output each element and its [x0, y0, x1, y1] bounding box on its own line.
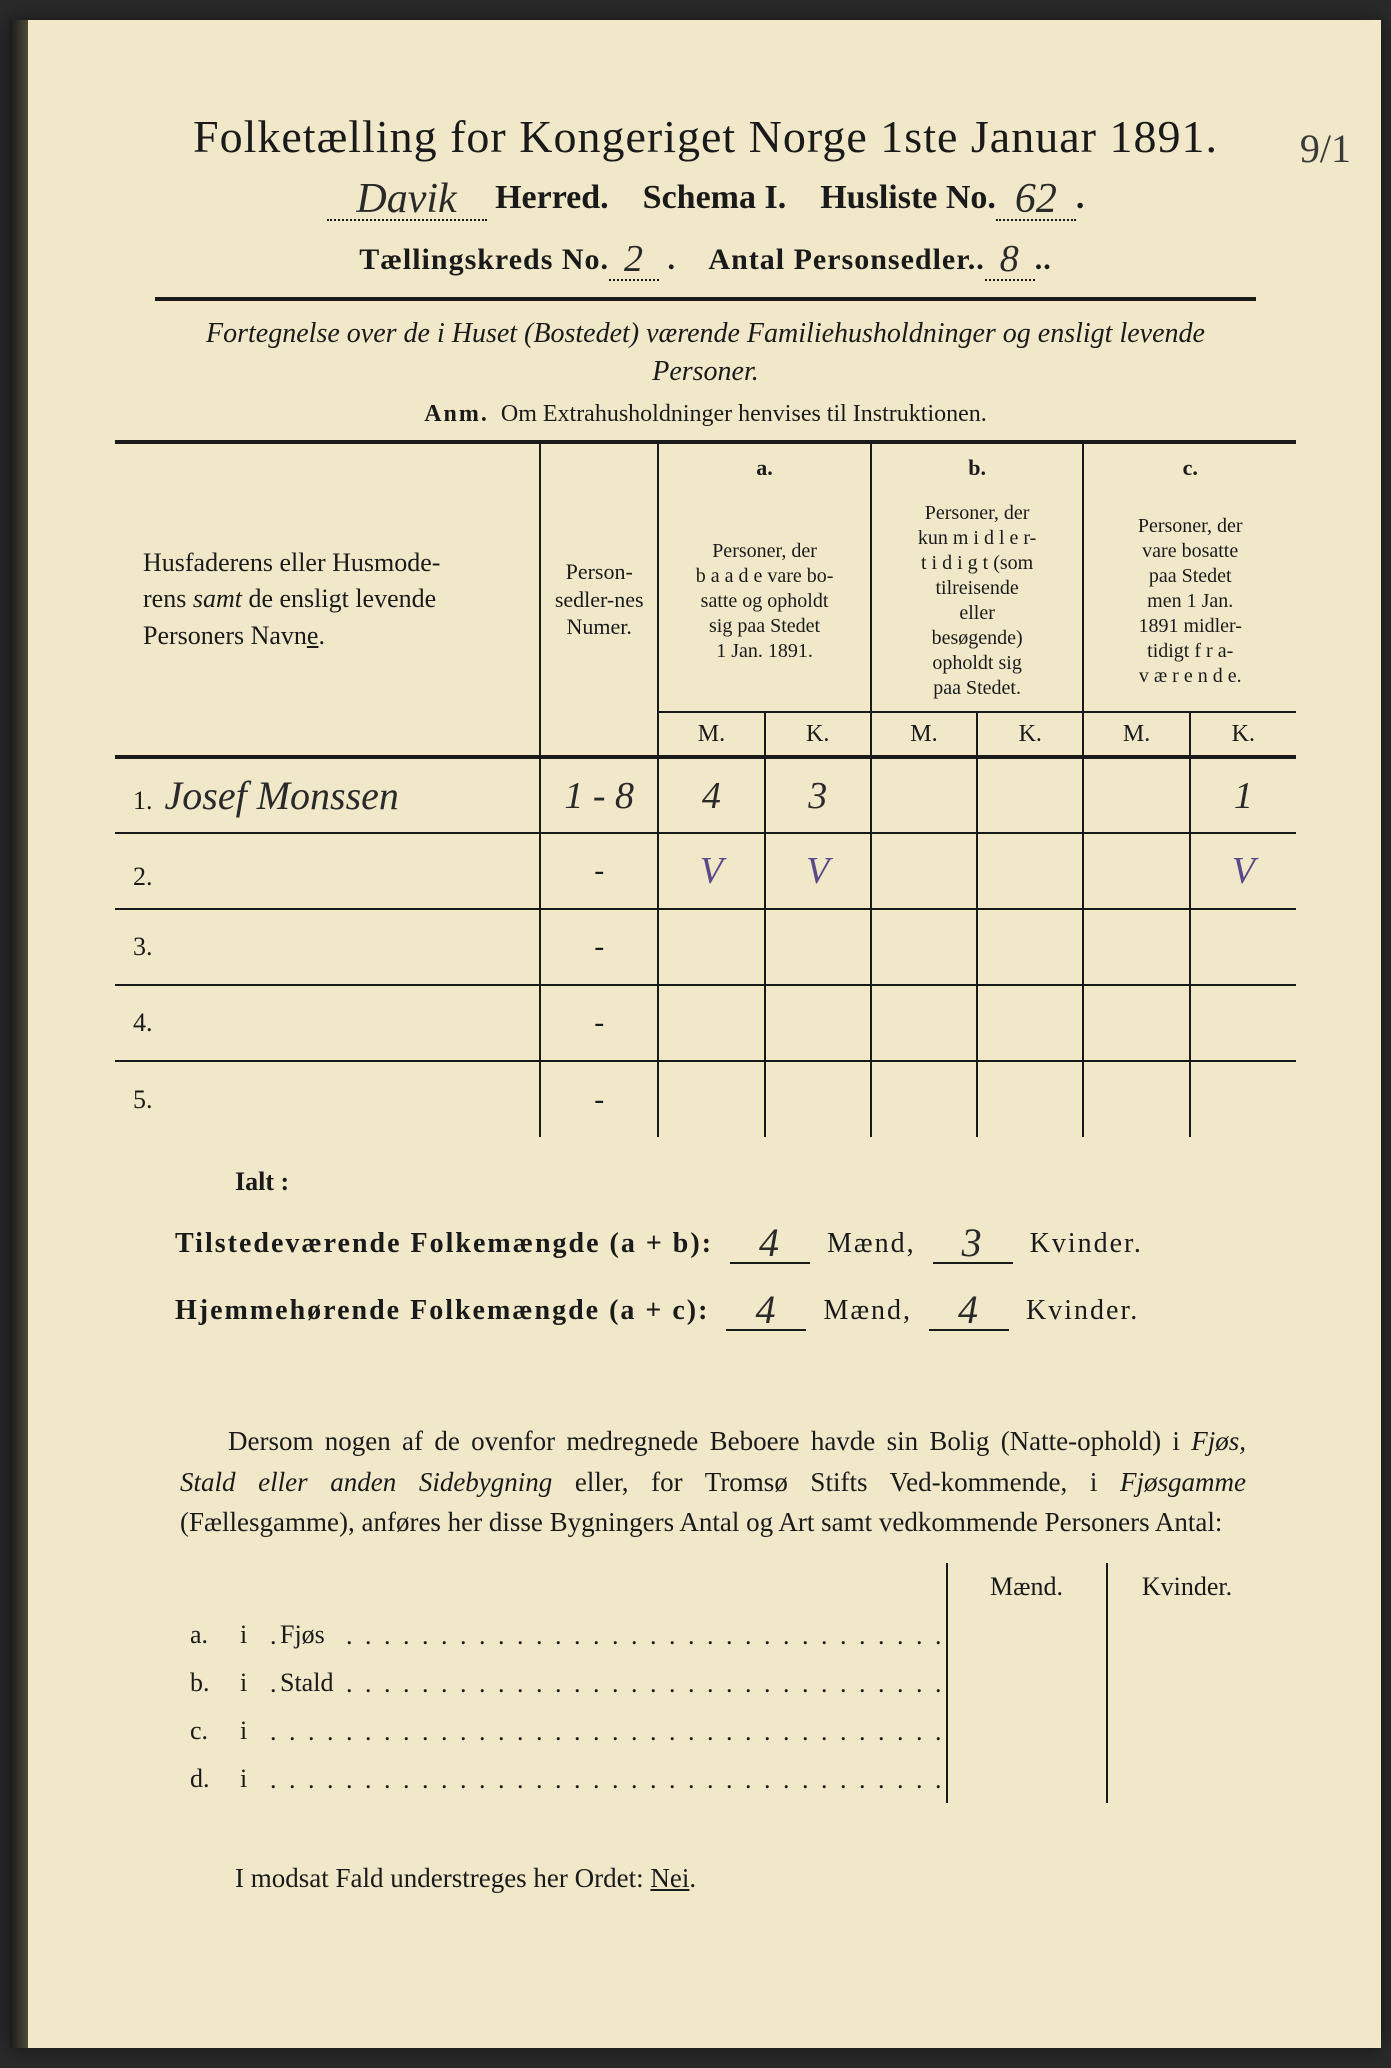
summary-1-k: 3	[962, 1220, 984, 1265]
table-row: 1.Josef Monssen 1 - 8 4 3 1	[115, 757, 1296, 833]
table-row: 3. -	[115, 909, 1296, 985]
kreds-value: 2	[624, 238, 644, 280]
schema-label: Schema I.	[643, 179, 787, 216]
cell-numer-4: -	[540, 985, 658, 1061]
rule-1	[155, 297, 1256, 301]
husliste-label: Husliste No.	[820, 179, 996, 216]
cell-2-cM	[1083, 833, 1189, 909]
kvinder-label: Kvinder.	[1030, 1228, 1143, 1259]
table-row: 2. - V V V	[115, 833, 1296, 909]
antal-label: Antal Personsedler	[708, 243, 967, 276]
cell-2-bK	[977, 833, 1083, 909]
bottom-row: c. i	[180, 1707, 1267, 1755]
summary-line-2: Hjemmehørende Folkemængde (a + c): 4 Mæn…	[175, 1282, 1256, 1331]
bottom-maend-h: Mænd.	[947, 1563, 1107, 1611]
bottom-kvinder-h: Kvinder.	[1107, 1563, 1267, 1611]
col-a-text: Personer, derb a a d e vare bo-satte og …	[658, 491, 871, 712]
main-title: Folketælling for Kongeriget Norge 1ste J…	[115, 110, 1296, 163]
cell-2-cK: V	[1190, 833, 1296, 909]
footer-line: I modsat Fald understreges her Ordet: Ne…	[235, 1863, 1296, 1894]
bottom-row: d. i	[180, 1755, 1267, 1803]
kreds-label: Tællingskreds No.	[359, 243, 609, 276]
cell-1-aK: 3	[765, 757, 871, 833]
cell-name-2: 2.	[115, 833, 540, 909]
antal-value: 8	[1000, 238, 1020, 280]
bottom-row: b. i Stald	[180, 1659, 1267, 1707]
herred-label: Herred.	[495, 179, 609, 216]
cell-name-1: 1.Josef Monssen	[115, 757, 540, 833]
col-b-letter: b.	[880, 454, 1075, 482]
maend-label: Mænd,	[827, 1228, 916, 1259]
col-c-k: K.	[1190, 712, 1296, 757]
bottom-table: Mænd. Kvinder. a. i Fjøs b. i Stald c. i…	[180, 1563, 1267, 1803]
cell-numer-3: -	[540, 909, 658, 985]
table-row: 4. -	[115, 985, 1296, 1061]
footer-pre: I modsat Fald understreges her Ordet:	[235, 1863, 650, 1893]
cell-name-3: 3.	[115, 909, 540, 985]
col-a-m: M.	[658, 712, 764, 757]
cell-2-aK: V	[765, 833, 871, 909]
col-name-header: Husfaderens eller Husmode-rens samt de e…	[115, 442, 540, 758]
cell-numer-1: 1 - 8	[540, 757, 658, 833]
cell-2-bM	[871, 833, 977, 909]
anm-text: Om Extrahusholdninger henvises til Instr…	[501, 401, 987, 427]
subtitle: Fortegnelse over de i Huset (Bostedet) v…	[175, 315, 1236, 391]
col-numer-header: Person-sedler-nes Numer.	[540, 442, 658, 758]
cell-1-bK	[977, 757, 1083, 833]
cell-numer-5: -	[540, 1061, 658, 1137]
col-c-m: M.	[1083, 712, 1189, 757]
anm-line: Anm. Om Extrahusholdninger henvises til …	[115, 401, 1296, 428]
bottom-row: a. i Fjøs	[180, 1611, 1267, 1659]
census-form-page: 9/1 Folketælling for Kongeriget Norge 1s…	[10, 20, 1381, 2048]
col-b: b.	[871, 442, 1084, 492]
footer-nei: Nei	[650, 1863, 689, 1893]
title-line-2: Davik Herred. Schema I. Husliste No.62.	[115, 171, 1296, 221]
col-c-text: Personer, dervare bosattepaa Stedetmen 1…	[1083, 491, 1296, 712]
corner-annotation: 9/1	[1300, 125, 1351, 172]
col-a-letter: a.	[667, 454, 862, 482]
col-b-k: K.	[977, 712, 1083, 757]
cell-2-aM: V	[658, 833, 764, 909]
cell-1-bM	[871, 757, 977, 833]
cell-1-aM: 4	[658, 757, 764, 833]
kvinder-label-2: Kvinder.	[1026, 1295, 1139, 1326]
cell-numer-2: -	[540, 833, 658, 909]
paragraph: Dersom nogen af de ovenfor medregnede Be…	[180, 1421, 1246, 1543]
summary-1-label: Tilstedeværende Folkemængde (a + b):	[175, 1228, 713, 1259]
summary-1-m: 4	[759, 1220, 781, 1265]
table-row: 5. -	[115, 1061, 1296, 1137]
summary-line-1: Tilstedeværende Folkemængde (a + b): 4 M…	[175, 1215, 1256, 1264]
summary-2-m: 4	[755, 1287, 777, 1332]
ialt-label: Ialt :	[235, 1167, 1296, 1197]
husliste-value: 62	[1015, 176, 1057, 222]
anm-prefix: Anm.	[424, 401, 489, 427]
col-c-letter: c.	[1092, 454, 1288, 482]
cell-1-cK: 1	[1190, 757, 1296, 833]
col-b-m: M.	[871, 712, 977, 757]
maend-label-2: Mænd,	[823, 1295, 912, 1326]
col-c: c.	[1083, 442, 1296, 492]
cell-name-5: 5.	[115, 1061, 540, 1137]
cell-1-cM	[1083, 757, 1189, 833]
col-a-k: K.	[765, 712, 871, 757]
col-a: a.	[658, 442, 871, 492]
cell-name-4: 4.	[115, 985, 540, 1061]
bottom-label-a: Fjøs	[280, 1620, 333, 1649]
summary-2-k: 4	[958, 1287, 980, 1332]
summary-2-label: Hjemmehørende Folkemængde (a + c):	[175, 1295, 709, 1326]
col-b-text: Personer, derkun m i d l e r-t i d i g t…	[871, 491, 1084, 712]
herred-value: Davik	[356, 176, 456, 222]
bottom-label-b: Stald	[280, 1668, 341, 1697]
main-table: Husfaderens eller Husmode-rens samt de e…	[115, 440, 1296, 1138]
title-line-3: Tællingskreds No.2 . Antal Personsedler.…	[115, 235, 1296, 281]
